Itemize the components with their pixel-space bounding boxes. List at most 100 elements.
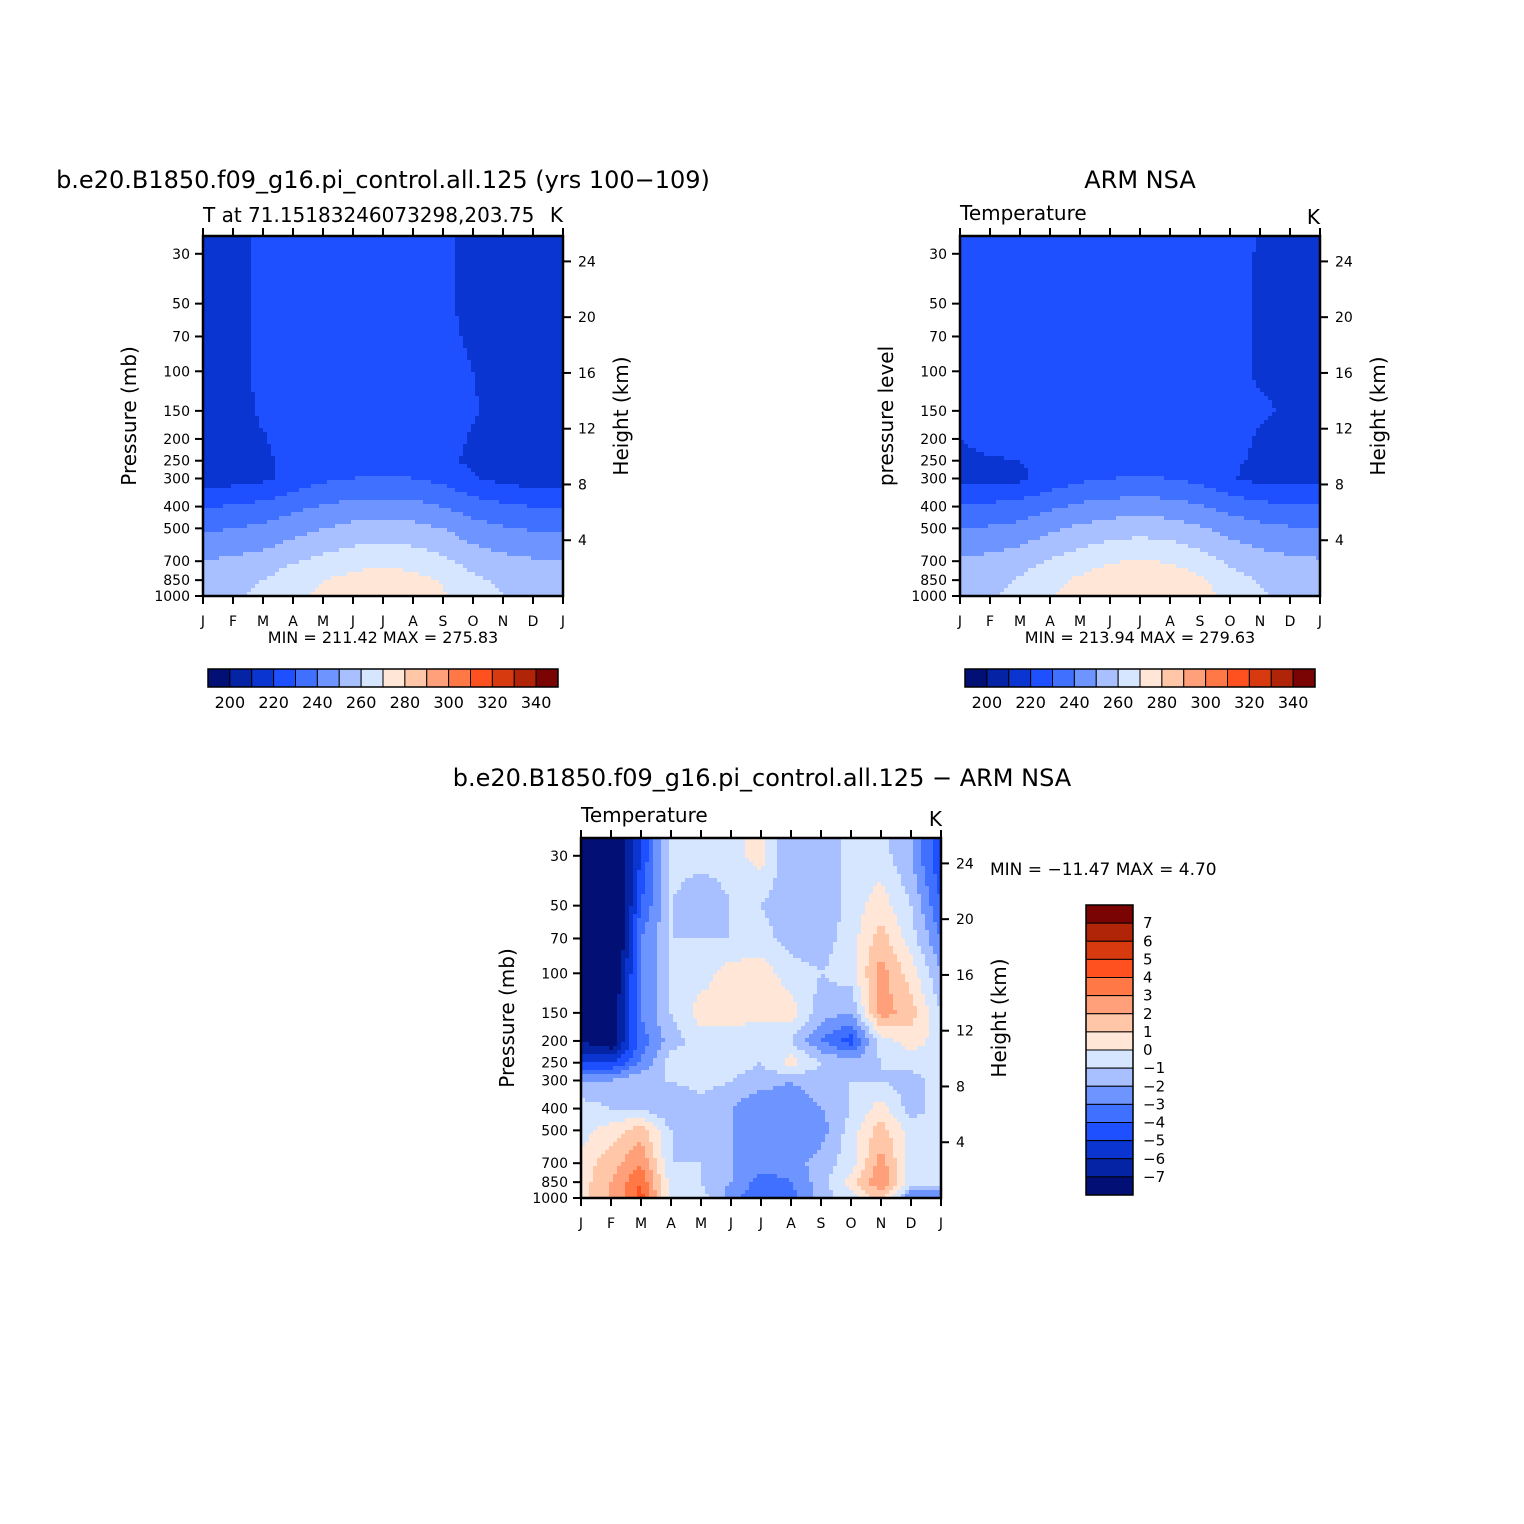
contour-cell <box>547 300 552 305</box>
contour-cell <box>311 312 316 317</box>
contour-cell <box>275 424 280 429</box>
contour-cell <box>347 300 352 305</box>
contour-cell <box>311 328 316 333</box>
contour-cell <box>211 264 216 269</box>
contour-cell <box>499 360 504 365</box>
contour-cell <box>523 296 528 301</box>
contour-cell <box>303 368 308 373</box>
contour-cell <box>331 444 336 449</box>
contour-cell <box>551 416 556 421</box>
contour-cell <box>403 316 408 321</box>
contour-cell <box>467 344 472 349</box>
contour-cell <box>263 332 268 337</box>
contour-cell <box>483 440 488 445</box>
contour-cell <box>547 352 552 357</box>
contour-cell <box>375 448 380 453</box>
contour-cell <box>543 332 548 337</box>
contour-cell <box>439 324 444 329</box>
contour-cell <box>447 384 452 389</box>
contour-cell <box>359 332 364 337</box>
contour-cell <box>407 308 412 313</box>
contour-cell <box>399 364 404 369</box>
contour-cell <box>375 400 380 405</box>
contour-cell <box>231 336 236 341</box>
contour-cell <box>383 420 388 425</box>
contour-cell <box>475 392 480 397</box>
contour-cell <box>507 344 512 349</box>
contour-cell <box>471 328 476 333</box>
contour-cell <box>439 276 444 281</box>
contour-cell <box>471 304 476 309</box>
contour-cell <box>503 424 508 429</box>
contour-cell <box>523 404 528 409</box>
contour-cell <box>391 420 396 425</box>
contour-cell <box>419 396 424 401</box>
contour-cell <box>227 428 232 433</box>
contour-cell <box>423 292 428 297</box>
contour-cell <box>247 300 252 305</box>
contour-cell <box>547 292 552 297</box>
contour-cell <box>523 432 528 437</box>
contour-cell <box>427 256 432 261</box>
contour-cell <box>287 436 292 441</box>
contour-cell <box>531 308 536 313</box>
contour-cell <box>539 400 544 405</box>
contour-cell <box>227 392 232 397</box>
contour-cell <box>279 240 284 245</box>
contour-cell <box>523 368 528 373</box>
contour-cell <box>503 368 508 373</box>
contour-cell <box>491 348 496 353</box>
contour-cell <box>547 316 552 321</box>
contour-cell <box>207 272 212 277</box>
contour-cell <box>347 352 352 357</box>
contour-cell <box>383 332 388 337</box>
contour-cell <box>507 340 512 345</box>
contour-cell <box>411 328 416 333</box>
contour-cell <box>531 284 536 289</box>
contour-cell <box>231 244 236 249</box>
contour-cell <box>307 428 312 433</box>
contour-cell <box>467 308 472 313</box>
contour-cell <box>315 336 320 341</box>
contour-cell <box>383 288 388 293</box>
contour-cell <box>279 432 284 437</box>
contour-cell <box>519 280 524 285</box>
contour-cell <box>415 292 420 297</box>
contour-cell <box>455 404 460 409</box>
contour-cell <box>411 396 416 401</box>
contour-cell <box>247 280 252 285</box>
contour-cell <box>379 276 384 281</box>
contour-cell <box>487 444 492 449</box>
contour-cell <box>359 412 364 417</box>
contour-cell <box>231 384 236 389</box>
contour-cell <box>239 376 244 381</box>
contour-cell <box>439 300 444 305</box>
contour-cell <box>519 388 524 393</box>
contour-cell <box>435 256 440 261</box>
contour-cell <box>239 340 244 345</box>
contour-cell <box>215 376 220 381</box>
contour-cell <box>415 320 420 325</box>
contour-cell <box>351 352 356 357</box>
contour-cell <box>291 244 296 249</box>
contour-cell <box>527 388 532 393</box>
contour-cell <box>299 336 304 341</box>
contour-cell <box>231 300 236 305</box>
contour-cell <box>367 244 372 249</box>
contour-cell <box>211 240 216 245</box>
contour-cell <box>223 336 228 341</box>
contour-cell <box>495 296 500 301</box>
contour-cell <box>235 320 240 325</box>
contour-cell <box>487 260 492 265</box>
contour-cell <box>231 396 236 401</box>
contour-cell <box>527 392 532 397</box>
contour-cell <box>271 356 276 361</box>
contour-cell <box>251 260 256 265</box>
contour-cell <box>275 284 280 289</box>
contour-cell <box>287 328 292 333</box>
contour-cell <box>551 432 556 437</box>
contour-cell <box>531 440 536 445</box>
contour-cell <box>415 420 420 425</box>
contour-cell <box>519 416 524 421</box>
contour-cell <box>407 360 412 365</box>
